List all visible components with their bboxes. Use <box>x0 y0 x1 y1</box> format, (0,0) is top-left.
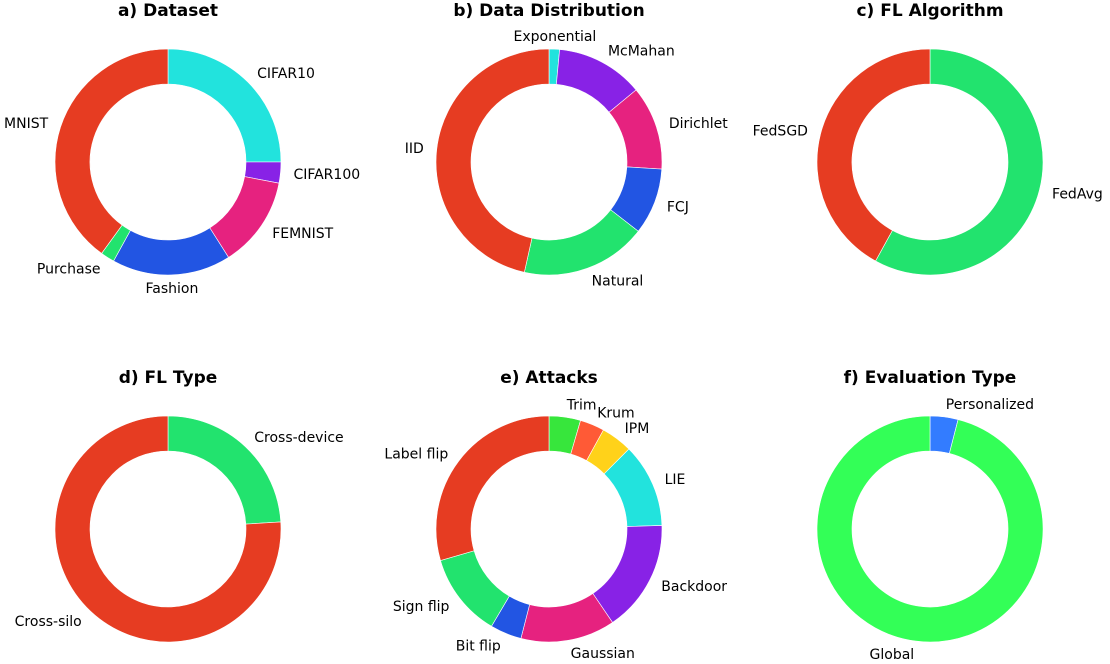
donut-slice <box>816 48 931 262</box>
slice-label: CIFAR100 <box>293 167 360 183</box>
slice-label: Exponential <box>514 29 597 45</box>
chart-title: b) Data Distribution <box>453 1 644 21</box>
panel-fl-type: d) FL Type Cross-device Cross-silo <box>15 368 344 643</box>
slice-label: Purchase <box>37 261 101 277</box>
slice-label: Fashion <box>146 281 199 297</box>
panel-evaluation-type: f) Evaluation Type Personalized Global <box>816 368 1044 663</box>
slice-label: IPM <box>625 421 650 437</box>
chart-title: e) Attacks <box>500 368 598 388</box>
slice-label: Dirichlet <box>669 116 728 132</box>
slice-label: CIFAR10 <box>257 66 315 82</box>
slice-label: MNIST <box>4 116 49 132</box>
panel-data-distribution: b) Data Distribution Exponential McMahan D… <box>405 1 729 290</box>
slice-label: Label flip <box>384 446 448 462</box>
slice-label: Trim <box>566 397 597 413</box>
donut-slice <box>816 415 1044 643</box>
donut-slice <box>435 415 550 561</box>
panel-dataset: a) Dataset CIFAR10 CIFAR100 FEMNIST Fashion… <box>4 1 360 297</box>
donut-slice <box>54 415 282 643</box>
slice-label: FEMNIST <box>272 226 333 242</box>
chart-title: d) FL Type <box>119 368 218 388</box>
donut-slice <box>523 209 639 276</box>
slice-label: IID <box>405 141 424 157</box>
panel-fl-algorithm: c) FL Algorithm FedAvg FedSGD <box>753 1 1103 276</box>
chart-title: a) Dataset <box>118 1 218 21</box>
slice-label: Krum <box>597 406 634 422</box>
slice-label: Personalized <box>946 397 1034 413</box>
slice-label: Global <box>870 647 915 663</box>
donut-slice <box>875 48 1044 276</box>
chart-title: c) FL Algorithm <box>856 1 1003 21</box>
slice-label: FedSGD <box>753 124 808 140</box>
slice-label: Cross-silo <box>15 614 82 630</box>
donut-slice <box>113 227 229 276</box>
slice-label: Sign flip <box>393 599 450 615</box>
donut-slice <box>435 48 550 273</box>
chart-title: f) Evaluation Type <box>844 368 1017 388</box>
slice-label: FedAvg <box>1052 186 1103 202</box>
donut-slice <box>54 48 169 254</box>
slice-label: FCJ <box>667 200 689 216</box>
slice-label: Backdoor <box>661 579 727 595</box>
slice-label: LIE <box>665 472 686 488</box>
slice-label: Gaussian <box>571 646 635 662</box>
donut-slice <box>592 525 663 623</box>
slice-label: Cross-device <box>254 430 343 446</box>
slice-label: McMahan <box>608 44 675 60</box>
slice-label: Bit flip <box>456 638 501 654</box>
slice-label: Natural <box>592 274 644 290</box>
